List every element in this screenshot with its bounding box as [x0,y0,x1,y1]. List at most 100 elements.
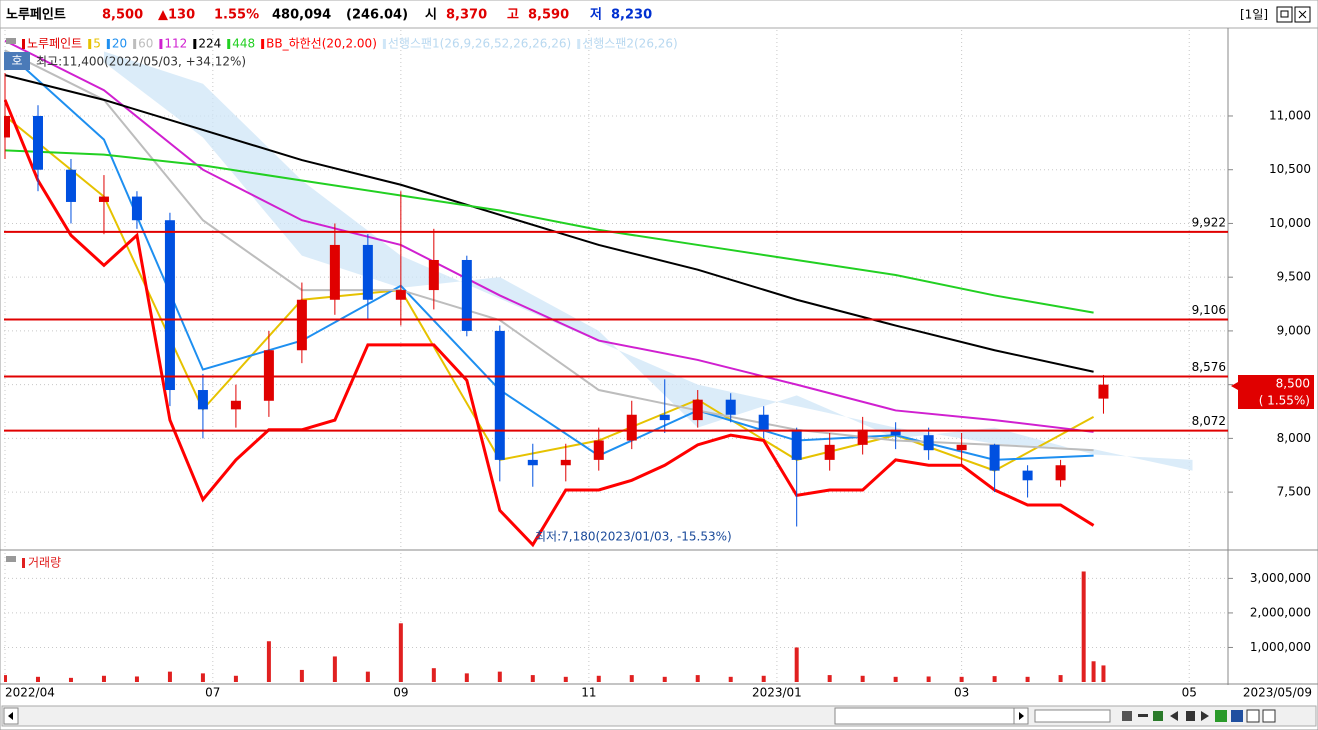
volume-bar [266,641,271,682]
candle-body [791,429,802,460]
legend-swatch [133,39,137,49]
rate: 1.55% [214,8,259,23]
volume-bar [431,668,436,682]
y-tick-label: 9,000 [1277,323,1311,337]
ma-line [4,74,1094,373]
volume-bar [992,676,997,682]
legend-swatch [159,39,163,49]
tool-icon[interactable] [1231,710,1243,722]
volume-bar [332,656,337,682]
candle-body [758,414,769,430]
candle-body [659,414,670,421]
tool-icon[interactable] [1262,709,1276,723]
volume-pane [4,553,1228,682]
legend-entry: 448 [232,37,255,51]
volume-bar [728,676,733,682]
arrow-icon [1019,712,1024,720]
tool-icon[interactable] [1122,711,1132,721]
candle-body [362,244,373,300]
volume-bar [530,675,535,682]
legend-swatch [6,556,16,562]
scroll-thumb[interactable] [834,707,1016,725]
y-tick-label: 9,500 [1277,270,1311,284]
high-label: 고 [507,8,519,23]
y-tick-label: 11,000 [1269,108,1311,122]
tool-icon[interactable] [1138,714,1148,717]
legend-entry: 112 [164,37,187,51]
tool-icon[interactable] [1246,709,1260,723]
tool-icon[interactable] [1186,711,1195,721]
tool-icon[interactable] [1153,711,1163,721]
candle-body [395,290,406,300]
last-price: 8,500 [1276,377,1310,391]
level-label: 8,576 [1192,360,1226,374]
candle-body [131,196,142,221]
candle-body [593,440,604,460]
candle-body [1055,465,1066,481]
level-label: 9,922 [1192,215,1226,229]
candle-body [626,414,637,441]
legend-entry: 5 [93,37,101,51]
last-price-pointer [1231,382,1238,390]
open-label: 시 [425,8,437,23]
volume-bar [464,673,469,682]
volume-bar [662,676,667,682]
header-bar [0,0,1318,29]
volume-bar [563,676,568,682]
amount: (246.04) [346,8,408,23]
y-tick-label: 7,500 [1277,485,1311,499]
period[interactable]: [1일] [1240,8,1268,22]
candle-body [230,400,241,410]
volume-bar [101,675,106,682]
scrollbar[interactable] [1,705,1317,727]
tool-icon[interactable] [1201,711,1209,721]
volume-bar [959,676,964,682]
tab-button[interactable] [4,52,30,70]
legend-swatch [193,39,197,49]
candle-body [296,299,307,351]
zoom-slider[interactable] [1034,709,1111,723]
x-tick-label: 03 [954,686,969,700]
candle-body [32,115,43,170]
y-tick-label: 10,000 [1269,216,1311,230]
volume-bar [200,673,205,682]
volume-bar [4,675,7,682]
volume-bar [167,671,172,682]
candle-body [527,459,538,466]
candle-body [989,444,1000,471]
volume-bar [926,676,931,682]
restore-icon [1280,10,1289,18]
volume-bar [629,675,634,682]
ma-line [4,99,1095,548]
price: 8,500 [102,8,143,23]
candle-body [428,259,439,291]
y-tick-label: 3,000,000 [1250,571,1311,585]
legend-swatch [88,39,92,49]
x-tick-label: 11 [581,686,596,700]
candle-body [4,115,10,138]
volume-bar [695,675,700,682]
ma-line [4,49,1094,452]
tool-icon[interactable] [1170,711,1178,721]
volume-bar [299,669,304,682]
change: ▲130 [158,8,195,23]
scroll-track[interactable] [1,705,1317,727]
volume-bar [860,675,865,682]
legend-entry: 선행스팬2(26,26) [582,36,678,51]
volume-bar [893,676,898,682]
low-label: 저 [590,8,602,23]
y-tick-label: 10,500 [1269,162,1311,176]
tool-icon[interactable] [1215,710,1227,722]
stock-name: 노루페인트 [6,7,66,23]
legend-entry: 224 [198,37,221,51]
candle-body [956,444,967,451]
y-tick-label: 8,000 [1277,431,1311,445]
ichimoku-cloud [103,51,1193,471]
y-tick-label: 1,000,000 [1250,640,1311,654]
restore-button[interactable] [1276,6,1293,23]
candle-body [824,444,835,460]
volume-bar [365,671,370,682]
low: 8,230 [611,8,652,23]
candle-body [857,429,868,445]
